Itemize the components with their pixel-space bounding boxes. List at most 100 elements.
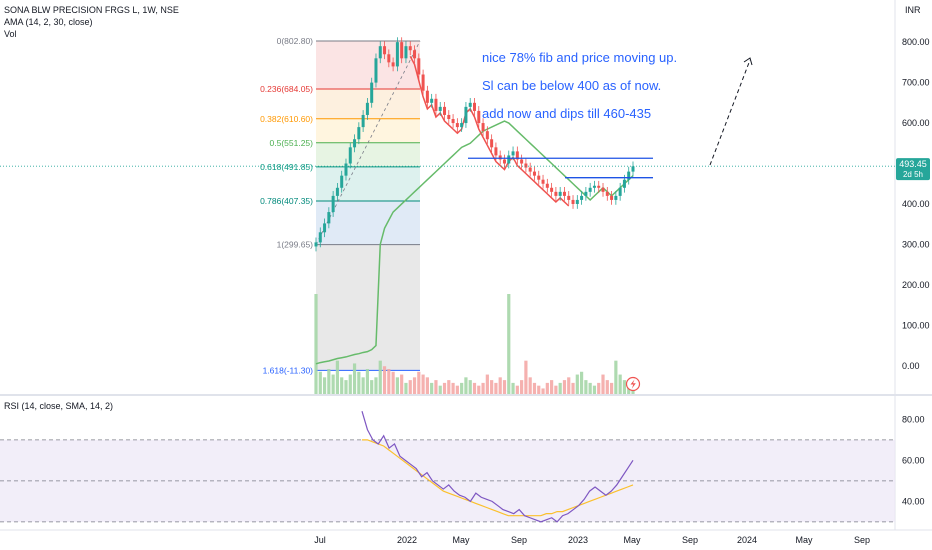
volume-bar [584,380,588,394]
candle-body [541,179,545,184]
rsi-pane: 80.00 60.00 40.00 [0,410,925,523]
candle-body [464,106,468,124]
candle-body [460,123,464,128]
candle-body [550,187,554,192]
time-tick-label: Sep [854,535,870,545]
fib-zone [316,244,420,371]
candle-body [374,58,378,83]
candle-body [408,46,412,51]
candle-body [314,242,318,247]
time-tick-label: Sep [511,535,527,545]
candle-body [383,46,387,55]
time-tick-label: May [452,535,470,545]
candle-body [413,50,417,59]
volume-bar [588,382,592,394]
fib-level-label: 1.618(-11.30) [263,365,314,375]
volume-bar [541,388,545,394]
volume-bar [374,377,378,394]
volume-bar [532,382,537,394]
projection-arrow-head [743,57,753,66]
projection-arrow-line[interactable] [709,59,751,166]
volume-bar [442,382,447,394]
candle-body [443,106,447,115]
volume-bar [592,385,597,394]
rsi-tick-label: 40.00 [902,496,925,506]
volume-bar [395,377,399,394]
volume-bar [417,371,421,394]
candle-body [558,191,562,196]
volume-bar [327,369,331,394]
price-tick-label: 400.00 [902,199,930,209]
candle-body [421,74,425,91]
note-line-3[interactable]: add now and dips till 460-435 [482,106,651,121]
note-line-2[interactable]: Sl can be below 400 as of now. [482,78,661,93]
volume-bar [434,380,438,394]
volume-bar [545,382,549,394]
ama-polyline [315,120,634,365]
projection-arrow[interactable] [709,57,753,166]
note-line-1[interactable]: nice 78% fib and price moving up. [482,50,677,65]
volume-bar [352,363,357,394]
price-axis[interactable]: 800.00700.00600.00500.00400.00300.00200.… [902,37,930,371]
candle-body [490,139,494,148]
flash-icon[interactable] [625,376,641,392]
candle-body [588,187,592,192]
candle-body [417,58,421,75]
time-tick-label: 2024 [737,535,757,545]
candle-body [515,151,519,160]
price-tick-label: 600.00 [902,118,930,128]
fib-level-label: 0.786(407.35) [260,196,313,206]
last-price-badge-box [896,158,930,181]
candle-body [584,191,588,196]
candle-body [532,171,536,176]
volume-bar [550,380,554,394]
candle-body [331,195,335,213]
candle-body [524,163,528,168]
price-tick-label: 100.00 [902,320,930,330]
volume-bar [520,380,524,394]
last-price-badge: 493.45 2d 5h [0,158,930,181]
volume-bar [340,377,344,394]
candle-body [554,191,558,196]
last-price-countdown: 2d 5h [903,170,923,179]
price-polyline [409,55,570,207]
time-tick-label: 2023 [568,535,588,545]
candle-body [353,139,357,148]
candle-body [622,179,626,188]
candle-body [370,82,374,103]
volume-bar [477,385,481,394]
candle-body [425,90,429,103]
fib-zone [316,41,420,90]
fib-zone [316,142,420,167]
fib-retracement[interactable]: 0(802.80) 0.236(684.05) 0.382(610.60) 0.5(5… [260,36,421,375]
volume-bar [348,374,352,394]
candle-body [387,54,391,63]
candle-body [365,102,369,115]
volume-bar [554,385,558,394]
candle-body [627,171,631,180]
volume-bar [318,371,322,394]
volume-bar [430,382,434,394]
candle-body [404,46,408,59]
volume-bar [507,294,511,394]
volume-bar [438,385,442,394]
volume-bar [365,369,370,394]
fib-zone [316,118,420,143]
time-tick-label: May [623,535,641,545]
price-tick-label: 200.00 [902,280,930,290]
candle-body [348,147,352,164]
candle-body [344,163,348,176]
volume-bar [357,371,361,394]
time-axis[interactable]: Jul 2022 May Sep 2023 May Sep 2024 May Sep [314,535,870,545]
resistance-lines[interactable] [468,157,653,179]
candle-body [327,212,331,224]
candle-body [323,223,327,233]
volume-bar [515,385,519,394]
candle-body [468,102,472,107]
candle-body [395,42,399,67]
volume-bar [571,382,575,394]
candle-body [507,155,511,164]
candle-body [451,119,455,124]
price-tick-label: 300.00 [902,239,930,249]
